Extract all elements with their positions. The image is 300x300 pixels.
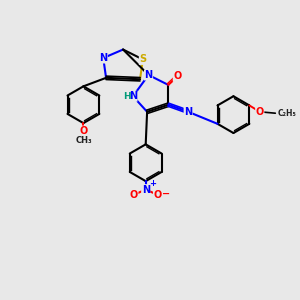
Text: −: − (162, 189, 170, 199)
Text: N: N (184, 107, 192, 117)
Text: N: N (145, 70, 153, 80)
Text: O: O (256, 107, 264, 117)
Text: +: + (149, 179, 156, 188)
Text: N: N (99, 53, 107, 63)
Text: O: O (130, 190, 138, 200)
Text: H: H (123, 92, 130, 101)
Text: CH₃: CH₃ (75, 136, 92, 145)
Text: O: O (79, 126, 88, 136)
Text: C₂H₅: C₂H₅ (278, 109, 296, 118)
Text: N: N (142, 184, 150, 195)
Text: O: O (173, 71, 181, 81)
Text: S: S (139, 54, 146, 64)
Text: O: O (154, 190, 162, 200)
Text: N: N (129, 91, 137, 101)
